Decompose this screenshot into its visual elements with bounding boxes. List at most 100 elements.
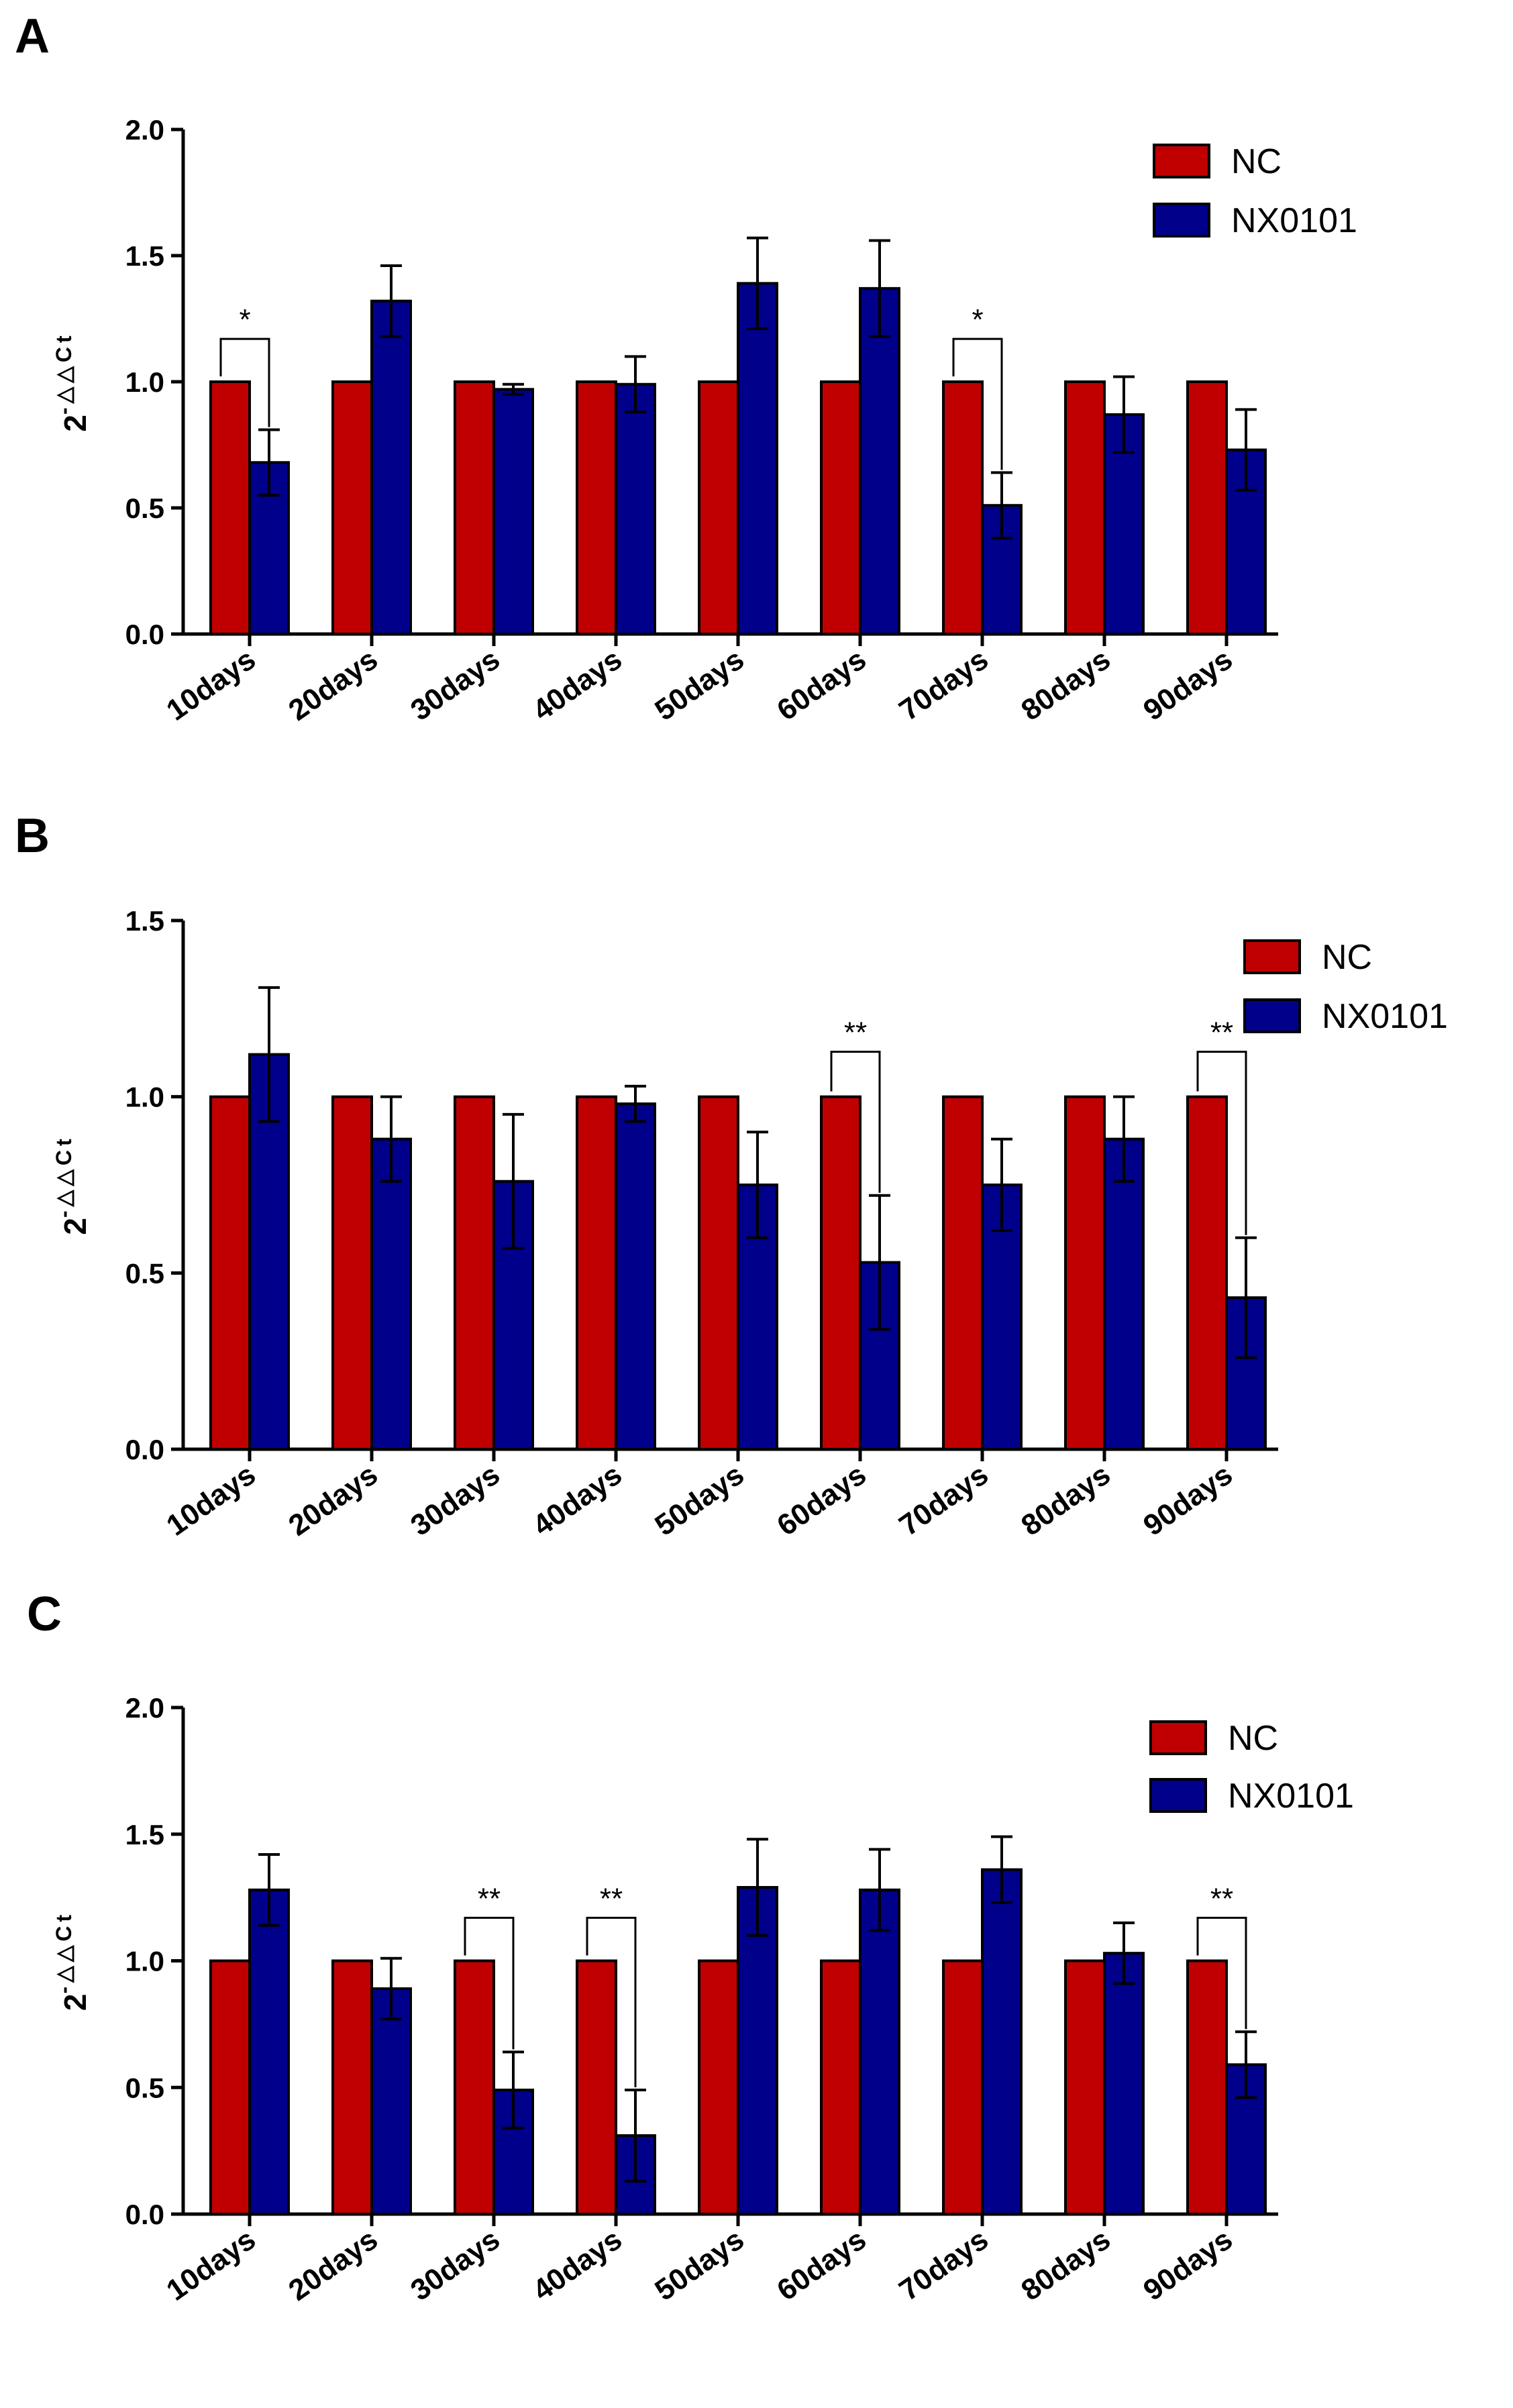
x-tick-label: 70days [893,1458,994,1542]
significance-bracket-90days: ** [1196,1882,1247,2030]
significance-marker: * [239,303,250,336]
x-tick-label: 70days [893,2223,994,2307]
legend-label: NX0101 [1231,201,1357,240]
panel-letter: C [27,1587,62,1641]
bar-nc-40days [576,1095,617,1451]
bar-nc-80days [1064,1959,1106,2215]
significance-bracket-40days: ** [586,1882,637,2088]
bar-nc-90days [1186,1959,1228,2215]
x-tick-label: 30days [405,1458,505,1542]
bar-nc-60days [820,1959,862,2215]
bar-nx0101-40days [615,382,656,635]
x-tick-label: 80days [1015,2223,1116,2307]
bar-nc-20days [331,380,373,635]
bar-nc-90days [1186,1095,1228,1451]
bar-nc-70days [942,380,984,635]
bar-nc-40days [576,380,617,635]
bar-nc-90days [1186,380,1228,635]
bar-nc-80days [1064,1095,1106,1451]
bar-nc-10days [209,1095,251,1451]
legend-item-nc: NC [1243,938,1372,977]
bar-nc-80days [1064,380,1106,635]
bar-nx0101-90days [1225,448,1267,636]
legend-swatch [1149,1778,1207,1813]
legend-swatch [1153,203,1210,238]
x-tick-label: 90days [1137,1458,1238,1542]
bracket-line [1196,1051,1247,1235]
bar-nc-50days [698,1095,739,1451]
x-tick-label: 20days [282,1458,383,1542]
legend-swatch [1243,939,1301,974]
bar-nx0101-10days [248,1888,290,2216]
bar-nc-50days [698,380,739,635]
x-tick-label: 90days [1137,643,1238,727]
x-tick-label: 50days [649,2223,749,2307]
bar-nc-30days [454,1959,495,2215]
bar-nx0101-50days [737,1886,778,2215]
bar-nc-70days [942,1095,984,1451]
significance-marker: ** [844,1016,867,1049]
y-tick-label: 1.5 [125,1819,164,1850]
y-tick-label: 1.0 [125,1082,164,1113]
bar-nx0101-60days [859,1888,900,2216]
x-tick-label: 20days [282,643,383,727]
x-tick-label: 10days [160,2223,261,2307]
y-tick-label: 2.0 [125,1692,164,1724]
bar-nc-50days [698,1959,739,2215]
bar-nc-30days [454,380,495,635]
significance-bracket-60days: ** [830,1016,881,1193]
bar-nx0101-60days [859,286,900,635]
y-axis-label: 2-△△Ct [52,1135,93,1235]
bar-nx0101-20days [370,1137,412,1451]
y-tick-label: 2.0 [125,114,164,146]
x-tick-label: 30days [405,643,505,727]
bar-nc-10days [209,380,251,635]
significance-marker: ** [1210,1016,1233,1049]
x-tick-label: 10days [160,643,261,727]
x-tick-label: 40days [527,643,627,727]
y-tick-label: 0.5 [125,2072,164,2103]
x-tick-label: 30days [405,2223,505,2307]
bar-nc-70days [942,1959,984,2215]
bar-nx0101-80days [1103,1137,1145,1451]
significance-bracket-70days: * [952,303,1003,470]
legend-item-nc: NC [1149,1719,1278,1758]
y-axis-label: 2-△△Ct [52,1911,93,2011]
x-tick-label: 60days [771,1458,872,1542]
bar-nc-60days [820,1095,862,1451]
chart-panel-c: C 0.0 0.5 1.0 1.5 2.0 2-△△Ct 10days 20days 30days… [27,1587,1354,2307]
y-tick-label: 0.5 [125,1257,164,1289]
bar-nc-60days [820,380,862,635]
y-tick-label: 1.0 [125,366,164,398]
bracket-line [952,337,1003,470]
legend-item-nx0101: NX0101 [1243,997,1448,1036]
x-tick-label: 20days [282,2223,383,2307]
y-tick-label: 0.0 [125,2199,164,2230]
legend-label: NC [1322,938,1372,977]
x-tick-label: 50days [649,1458,749,1542]
y-axis-label: 2-△△Ct [52,331,93,431]
y-tick-label: 1.0 [125,1946,164,1977]
legend-label: NC [1231,142,1282,181]
bar-nc-20days [331,1095,373,1451]
x-tick-label: 60days [771,2223,872,2307]
x-tick-label: 80days [1015,1458,1116,1542]
x-tick-label: 90days [1137,2223,1238,2307]
legend-label: NX0101 [1228,1777,1354,1816]
bar-nx0101-50days [737,282,778,635]
y-tick-label: 0.5 [125,492,164,524]
y-tick-label: 1.5 [125,240,164,272]
bracket-line [464,1916,515,2050]
bar-nx0101-80days [1103,1952,1145,2216]
x-tick-label: 80days [1015,643,1116,727]
chart-panel-b: B 0.0 0.5 1.0 1.5 2-△△Ct 10days 20days 30days 40d… [15,809,1448,1542]
significance-bracket-90days: ** [1196,1016,1247,1235]
bar-nx0101-70days [981,1868,1023,2216]
significance-bracket-10days: * [219,303,270,427]
panel-letter: A [15,9,50,63]
significance-marker: ** [478,1882,501,1915]
bar-nc-40days [576,1959,617,2215]
bracket-line [830,1051,881,1193]
bar-nx0101-40days [615,1102,656,1451]
